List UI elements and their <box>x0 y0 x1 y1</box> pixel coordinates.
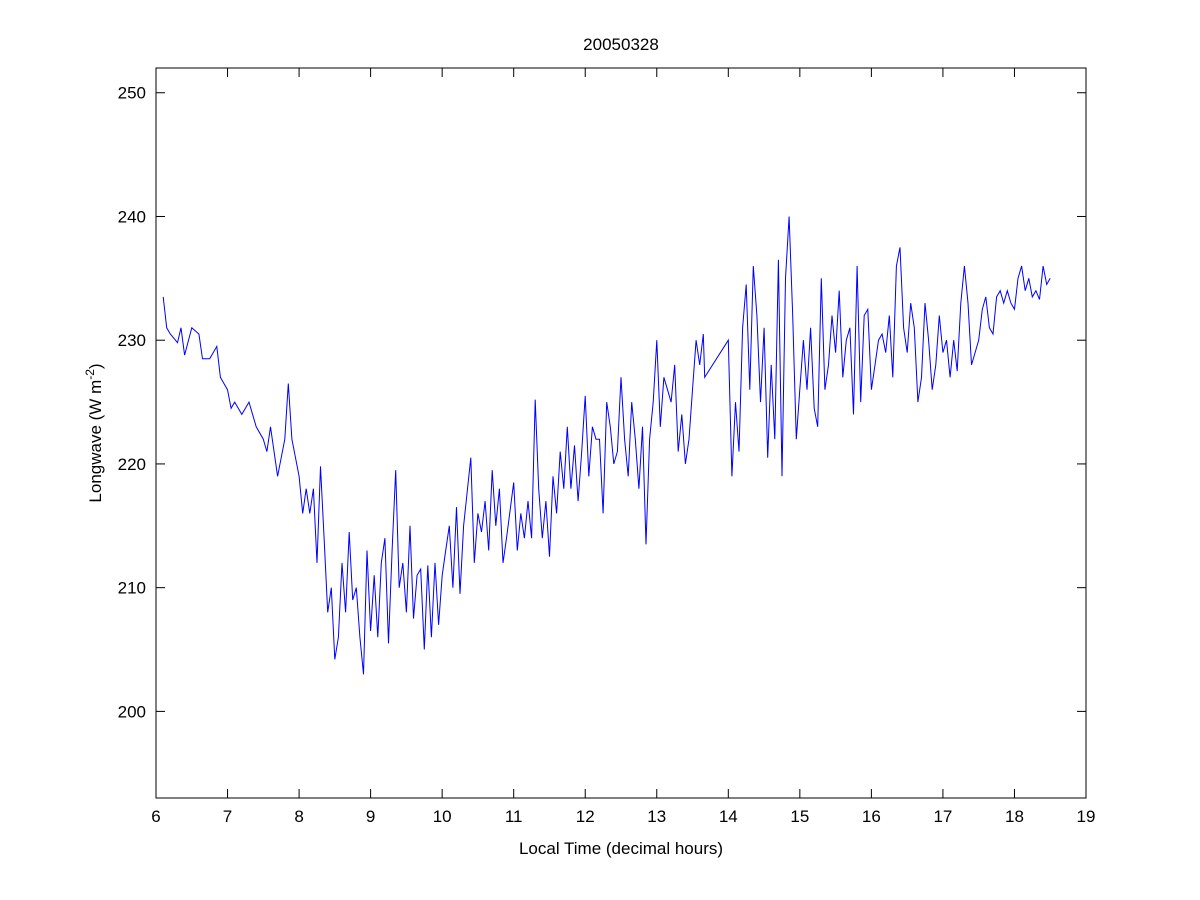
ticks: 6 7 8 9 10 11 12 13 14 15 16 17 18 19 200 210 220 230 240 2… <box>118 68 1096 826</box>
y-tick-label: 230 <box>118 331 146 350</box>
y-tick-label: 250 <box>118 84 146 103</box>
x-tick-label: 7 <box>223 807 232 826</box>
x-tick-label: 12 <box>576 807 595 826</box>
y-tick-label: 200 <box>118 702 146 721</box>
x-tick-label: 16 <box>862 807 881 826</box>
x-tick-label: 9 <box>366 807 375 826</box>
x-tick-label: 11 <box>505 807 523 826</box>
y-axis-label: Longwave (W m-2) <box>83 363 105 502</box>
x-tick-label: 6 <box>151 807 160 826</box>
x-tick-label: 18 <box>1005 807 1024 826</box>
y-axis-label-close: ) <box>86 363 105 369</box>
x-tick-label: 10 <box>433 807 452 826</box>
x-tick-label: 17 <box>933 807 952 826</box>
longwave-series-line <box>162 216 1051 675</box>
y-tick-label: 240 <box>118 207 146 226</box>
y-tick-label: 220 <box>118 455 146 474</box>
x-tick-label: 8 <box>294 807 303 826</box>
y-tick-label: 210 <box>118 579 146 598</box>
x-tick-label: 13 <box>647 807 666 826</box>
chart-title: 20050328 <box>583 35 659 54</box>
x-tick-label: 15 <box>790 807 809 826</box>
plot-area <box>155 67 1087 799</box>
y-axis-label-superscript: -2 <box>83 369 97 380</box>
x-axis-label: Local Time (decimal hours) <box>519 839 723 858</box>
x-tick-label: 19 <box>1077 807 1096 826</box>
x-tick-label: 14 <box>719 807 738 826</box>
y-axis-label-main: Longwave (W m <box>86 380 105 503</box>
